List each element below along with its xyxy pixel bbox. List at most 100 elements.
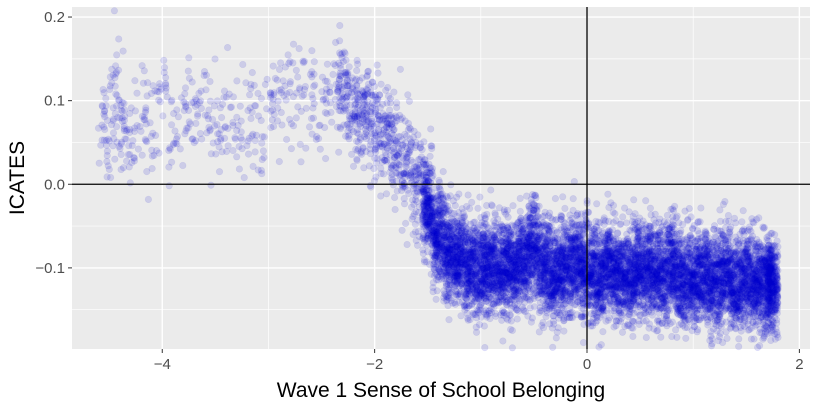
data-point (549, 317, 558, 325)
data-point (412, 237, 420, 245)
data-point (155, 96, 163, 104)
data-point (528, 314, 537, 322)
data-point (152, 131, 160, 139)
data-point (111, 155, 119, 163)
data-point (117, 106, 125, 114)
data-point (195, 89, 203, 97)
data-point (160, 68, 168, 77)
data-point (100, 123, 108, 131)
data-point (206, 97, 214, 105)
data-point (305, 123, 314, 131)
data-point (374, 69, 382, 77)
data-point (149, 129, 157, 137)
data-point (120, 125, 128, 133)
data-point (369, 78, 377, 86)
data-point (452, 287, 460, 295)
data-point (156, 98, 164, 106)
data-point (414, 164, 422, 173)
data-point (259, 147, 268, 155)
data-point (419, 214, 427, 222)
data-point (336, 94, 344, 102)
data-point (246, 91, 254, 99)
data-point (310, 58, 318, 66)
data-point (477, 260, 485, 268)
data-point (537, 272, 546, 280)
data-point (269, 62, 277, 70)
data-point (173, 140, 181, 148)
data-point (196, 99, 204, 107)
data-point (514, 269, 522, 277)
data-point (142, 137, 150, 145)
data-point (454, 257, 463, 265)
data-point (227, 103, 235, 111)
data-point (300, 91, 308, 99)
data-point (143, 138, 151, 146)
data-point (368, 91, 376, 99)
data-point (148, 152, 156, 160)
data-point (541, 255, 549, 263)
data-point (247, 114, 255, 123)
data-point (118, 114, 126, 122)
data-point (428, 145, 436, 153)
data-point (506, 228, 514, 236)
data-point (142, 104, 150, 112)
data-point (301, 82, 310, 91)
data-point (329, 70, 337, 78)
data-point (221, 134, 229, 142)
data-point (446, 192, 454, 200)
data-point (196, 129, 204, 138)
data-point (548, 216, 557, 224)
data-point (119, 47, 127, 55)
data-point (103, 173, 111, 181)
data-point (561, 204, 569, 212)
data-point (183, 124, 191, 132)
data-point (366, 182, 374, 190)
data-point (130, 154, 138, 162)
data-point (192, 119, 200, 127)
data-point (102, 137, 110, 145)
data-point (532, 194, 540, 202)
data-point (491, 209, 499, 217)
data-point (547, 222, 555, 230)
data-point (155, 149, 163, 157)
data-point (516, 207, 524, 215)
data-point (402, 219, 410, 227)
data-point (477, 306, 485, 314)
data-point (333, 88, 342, 96)
data-point (484, 272, 492, 280)
data-point (315, 122, 323, 130)
data-point (238, 145, 246, 153)
data-point (160, 56, 168, 64)
data-point (176, 145, 184, 153)
data-point (567, 313, 575, 322)
data-point (309, 104, 317, 112)
data-point (549, 343, 557, 351)
data-point (188, 78, 196, 86)
data-point (535, 328, 543, 336)
data-point (141, 135, 149, 144)
data-point (233, 77, 241, 85)
data-point (105, 165, 113, 173)
data-point (481, 344, 489, 352)
data-point (307, 114, 316, 123)
data-point (410, 127, 418, 135)
data-point (294, 73, 302, 81)
data-point (306, 70, 315, 78)
data-point (367, 108, 375, 116)
data-point (550, 276, 558, 284)
data-point (270, 110, 278, 119)
data-point (296, 84, 304, 92)
data-point (126, 151, 134, 159)
data-point (118, 107, 126, 115)
data-point (140, 115, 148, 124)
data-point (516, 257, 524, 265)
data-point (137, 127, 145, 135)
data-point (115, 142, 123, 150)
data-point (353, 66, 361, 75)
data-point (499, 337, 507, 345)
data-point (495, 279, 503, 287)
data-point (103, 158, 111, 166)
data-point (215, 130, 223, 138)
data-point (389, 175, 397, 184)
data-point (518, 220, 526, 228)
